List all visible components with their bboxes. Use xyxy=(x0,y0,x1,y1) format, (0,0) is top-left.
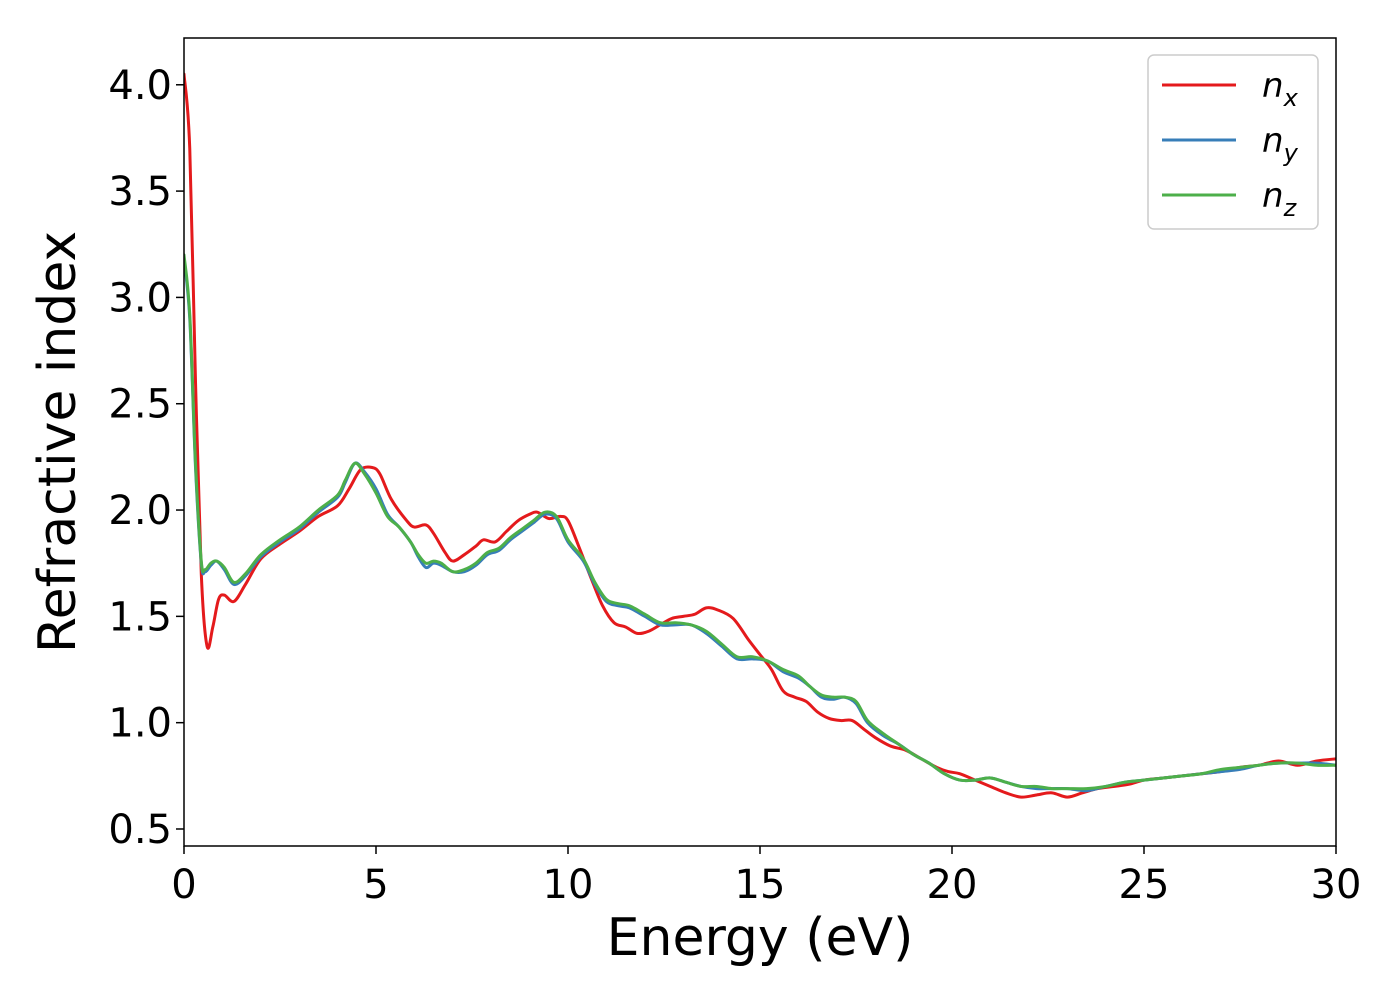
y-tick-label: 4.0 xyxy=(108,63,172,109)
x-tick-label: 30 xyxy=(1311,862,1362,908)
x-tick-label: 15 xyxy=(735,862,786,908)
y-tick-label: 3.0 xyxy=(108,275,172,321)
x-tick-label: 5 xyxy=(363,862,388,908)
series-line-n-z xyxy=(184,253,1336,791)
legend-label-n-y: ny xyxy=(1262,121,1299,167)
y-tick-label: 3.5 xyxy=(108,169,172,215)
x-tick-label: 10 xyxy=(543,862,594,908)
legend-label-n-z: nz xyxy=(1262,176,1298,222)
legend-label-subscript: y xyxy=(1283,139,1299,167)
legend-label-subscript: z xyxy=(1283,194,1298,222)
x-axis: 0 5 10 15 20 25 30 xyxy=(171,846,1361,908)
legend-label-subscript: x xyxy=(1283,84,1299,112)
legend-label-n-x: nx xyxy=(1262,66,1299,112)
y-tick-label: 1.5 xyxy=(108,594,172,640)
y-tick-label: 0.5 xyxy=(108,807,172,853)
legend-label-base: n xyxy=(1262,66,1284,106)
y-axis: 0.5 1.0 1.5 2.0 2.5 3.0 3.5 4.0 xyxy=(108,63,184,853)
legend-label-base: n xyxy=(1262,121,1284,161)
y-tick-label: 2.0 xyxy=(108,488,172,534)
legend-box xyxy=(1147,54,1319,230)
x-axis-title: Energy (eV) xyxy=(607,908,914,968)
y-tick-label: 2.5 xyxy=(108,382,172,428)
y-tick-label: 1.0 xyxy=(108,701,172,747)
series-layer xyxy=(184,72,1336,799)
legend-label-base: n xyxy=(1262,176,1284,216)
x-tick-label: 25 xyxy=(1119,862,1170,908)
x-tick-label: 20 xyxy=(927,862,978,908)
series-line-n-y xyxy=(184,257,1336,793)
y-axis-title: Refractive index xyxy=(28,231,88,653)
x-tick-label: 0 xyxy=(171,862,196,908)
